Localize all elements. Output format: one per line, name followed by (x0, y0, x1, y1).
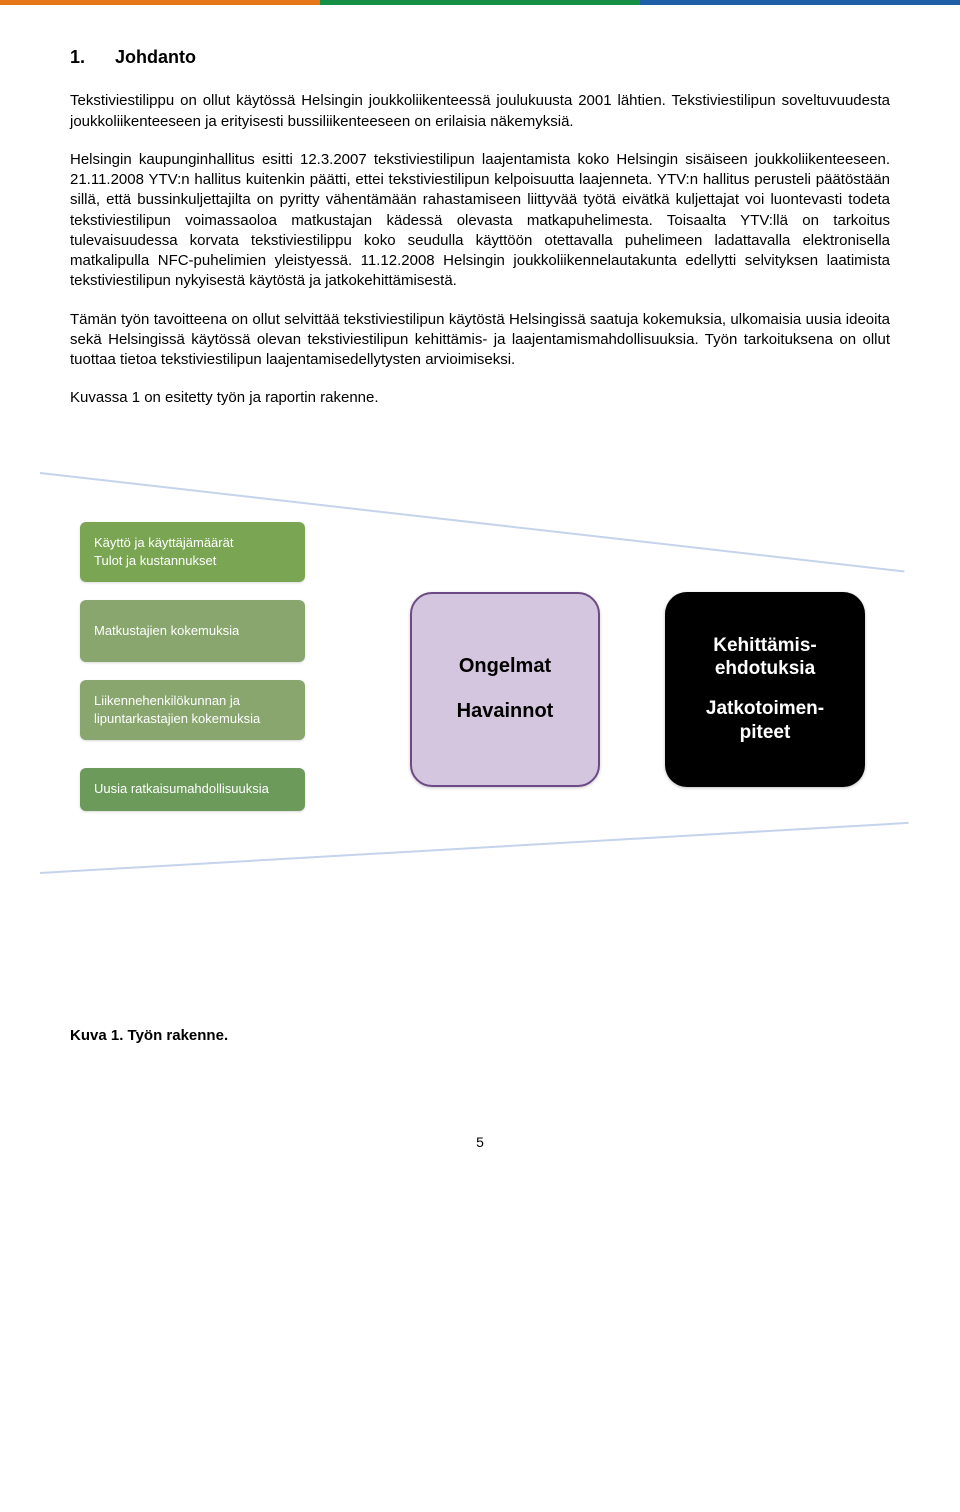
bar-segment (640, 0, 960, 5)
heading-number: 1. (70, 45, 110, 69)
diagram-container: Käyttö ja käyttäjämäärät Tulot ja kustan… (0, 457, 960, 967)
middle-box: Ongelmat Havainnot (410, 592, 600, 787)
box-line: lipuntarkastajien kokemuksia (94, 710, 291, 728)
paragraph: Tekstiviestilippu on ollut käytössä Hels… (70, 91, 890, 132)
bar-segment (0, 0, 320, 5)
paragraph: Kuvassa 1 on esitetty työn ja raportin r… (70, 388, 890, 408)
figure-caption: Kuva 1. Työn rakenne. (0, 1027, 960, 1044)
box-line: Liikennehenkilökunnan ja (94, 692, 291, 710)
box-line: Käyttö ja käyttäjämäärät (94, 534, 291, 552)
document-body: 1. Johdanto Tekstiviestilippu on ollut k… (0, 5, 960, 457)
right-line: Kehittämis- ehdotuksia (713, 634, 816, 682)
diagram-line (40, 821, 909, 873)
page-number: 5 (0, 1134, 960, 1180)
section-heading: 1. Johdanto (70, 45, 890, 69)
green-box-4: Uusia ratkaisumahdollisuuksia (80, 768, 305, 810)
bar-segment (320, 0, 640, 5)
box-line: Tulot ja kustannukset (94, 552, 291, 570)
process-diagram: Käyttö ja käyttäjämäärät Tulot ja kustan… (40, 457, 910, 967)
middle-line: Ongelmat (459, 655, 551, 678)
green-box-2: Matkustajien kokemuksia (80, 600, 305, 662)
green-box-1: Käyttö ja käyttäjämäärät Tulot ja kustan… (80, 522, 305, 582)
paragraph: Helsingin kaupunginhallitus esitti 12.3.… (70, 150, 890, 292)
heading-title: Johdanto (115, 47, 196, 67)
middle-line: Havainnot (457, 700, 554, 723)
top-color-bar (0, 0, 960, 5)
right-line: Jatkotoimen- piteet (706, 697, 824, 745)
box-line: Uusia ratkaisumahdollisuuksia (94, 780, 291, 798)
right-box: Kehittämis- ehdotuksia Jatkotoimen- pite… (665, 592, 865, 787)
box-line: Matkustajien kokemuksia (94, 622, 291, 640)
green-box-3: Liikennehenkilökunnan ja lipuntarkastaji… (80, 680, 305, 740)
green-column: Käyttö ja käyttäjämäärät Tulot ja kustan… (80, 522, 305, 829)
paragraph: Tämän työn tavoitteena on ollut selvittä… (70, 310, 890, 371)
